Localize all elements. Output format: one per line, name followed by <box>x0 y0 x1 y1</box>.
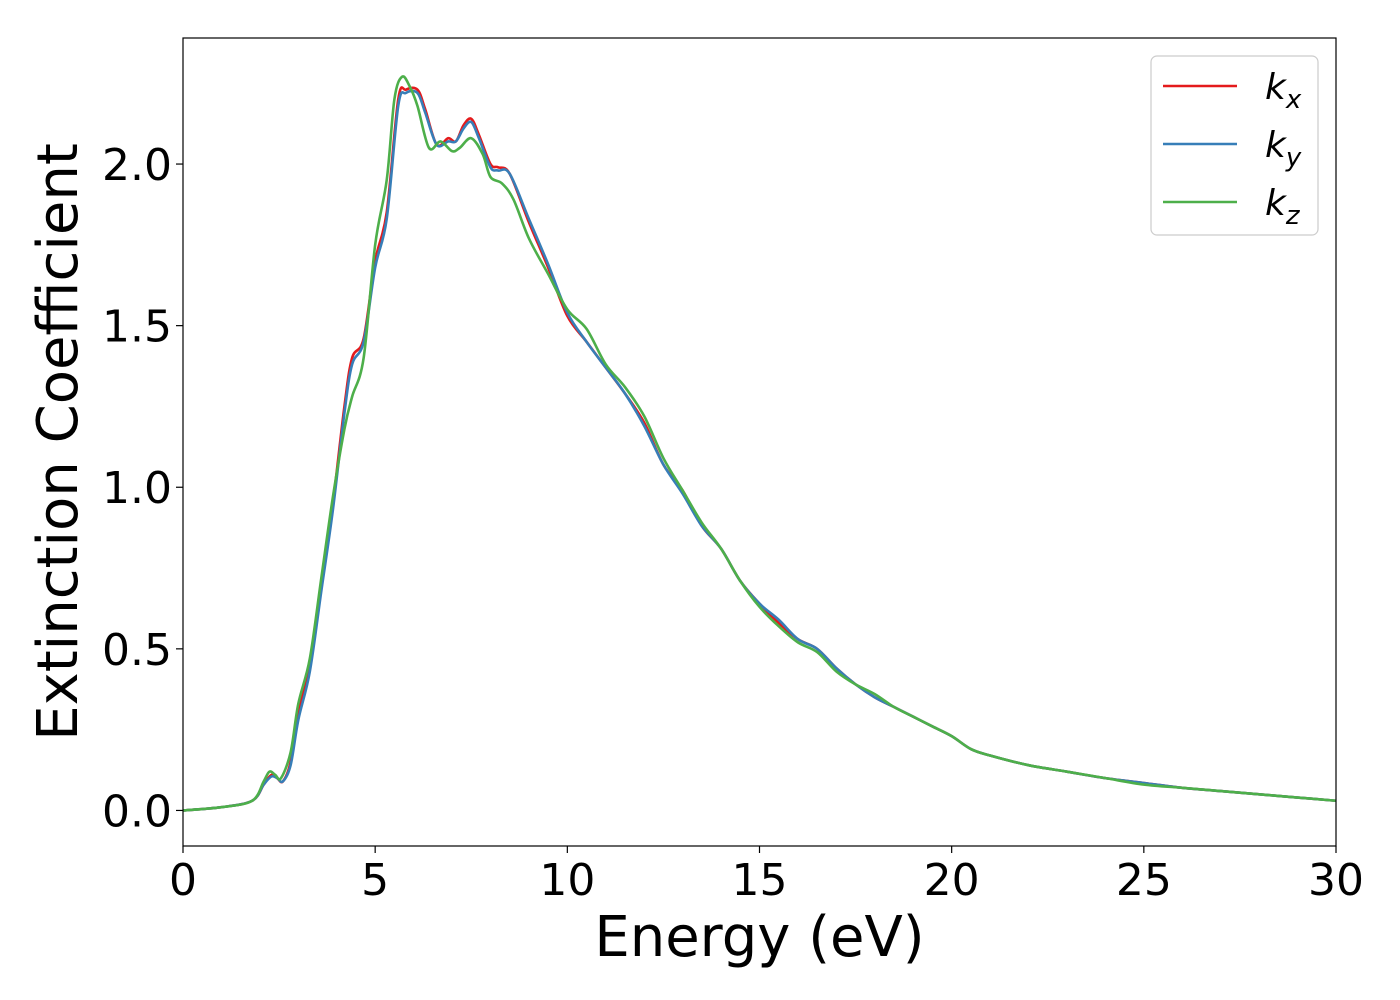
legend-label-k-y: ky <box>1265 125 1302 173</box>
x-tick-label: 10 <box>539 855 595 906</box>
plot-frame <box>182 37 1337 847</box>
x-tick-label: 0 <box>169 855 197 906</box>
legend-label-subscript: z <box>1285 201 1301 231</box>
x-tick-label: 15 <box>732 855 788 906</box>
x-tick-label: 30 <box>1308 855 1364 906</box>
series-lines <box>183 75 1336 812</box>
y-tick-label: 2.0 <box>102 140 172 191</box>
y-axis-label: Extinction Coefficient <box>26 143 91 741</box>
legend-label-main: k <box>1265 125 1288 166</box>
series-line-k-z <box>183 75 1336 812</box>
x-tick-label: 5 <box>361 855 389 906</box>
axis-ticks: 0 5 10 15 20 25 30 0.0 0.5 1.0 1.5 2.0 <box>102 140 1364 906</box>
y-tick-label: 0.0 <box>102 786 172 837</box>
x-tick-label: 20 <box>924 855 980 906</box>
legend-label-main: k <box>1265 183 1288 224</box>
y-tick-label: 1.5 <box>102 302 172 353</box>
legend-label-subscript: y <box>1285 143 1302 173</box>
legend-label-k-x: kx <box>1265 67 1302 115</box>
legend-label-main: k <box>1265 67 1288 108</box>
legend-label-k-z: kz <box>1265 183 1301 231</box>
x-axis-label: Energy (eV) <box>594 905 924 970</box>
legend-label-subscript: x <box>1285 85 1302 115</box>
legend-box <box>1150 55 1319 236</box>
y-tick-label: 1.0 <box>102 463 172 514</box>
x-tick-label: 25 <box>1116 855 1172 906</box>
y-tick-label: 0.5 <box>102 625 172 676</box>
